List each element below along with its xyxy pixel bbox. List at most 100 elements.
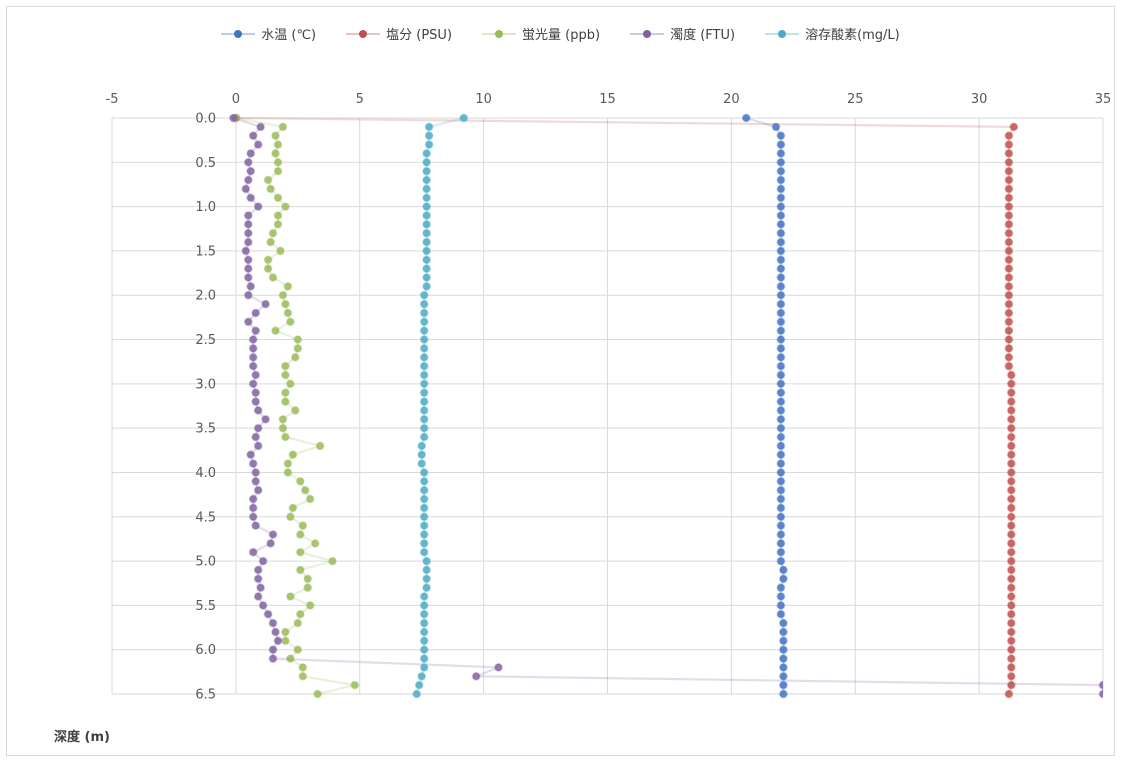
data-point <box>1006 388 1016 398</box>
data-point <box>419 432 429 442</box>
data-point <box>419 405 429 415</box>
data-point <box>248 352 258 362</box>
series-group <box>228 113 1103 699</box>
data-point <box>1004 131 1014 141</box>
data-point <box>776 264 786 273</box>
data-point <box>243 228 253 238</box>
data-point <box>776 459 786 468</box>
data-point <box>280 299 290 309</box>
data-point <box>419 317 429 327</box>
data-point <box>278 414 288 424</box>
data-point <box>248 547 258 557</box>
data-point <box>422 211 431 220</box>
data-point <box>280 370 290 380</box>
data-point <box>419 618 429 628</box>
data-point <box>253 441 263 451</box>
data-point <box>419 654 429 663</box>
data-point <box>1004 175 1014 185</box>
data-point <box>776 592 786 601</box>
data-point <box>268 228 278 238</box>
data-point <box>419 299 429 309</box>
data-point <box>776 361 786 371</box>
data-point <box>251 468 261 477</box>
data-point <box>1004 246 1014 256</box>
data-point <box>1006 379 1016 389</box>
legend-label: 溶存酸素(mg/L) <box>805 28 900 43</box>
data-point <box>422 166 431 176</box>
data-point <box>280 397 290 406</box>
data-point <box>776 228 786 238</box>
data-point <box>776 441 786 451</box>
data-point <box>776 494 786 504</box>
legend-item: 濁度 (FTU) <box>630 24 735 43</box>
data-point <box>246 166 256 176</box>
data-point <box>1004 193 1014 203</box>
data-point <box>248 131 258 141</box>
data-point <box>1004 148 1014 158</box>
series-2 <box>231 113 360 699</box>
data-point <box>776 601 786 610</box>
data-point <box>293 335 303 344</box>
data-point <box>1006 547 1016 557</box>
data-point <box>256 122 265 132</box>
y-tick-label: 0.0 <box>195 112 216 127</box>
data-point <box>283 308 293 318</box>
y-tick-label: 3.5 <box>195 422 216 437</box>
data-point <box>271 148 280 158</box>
legend-item: 蛍光量 (ppb) <box>482 24 600 43</box>
y-tick-label: 2.0 <box>195 289 216 304</box>
data-point <box>253 423 263 433</box>
data-point <box>776 290 786 300</box>
data-point <box>350 680 360 690</box>
data-point <box>1006 503 1016 513</box>
data-point <box>248 343 258 353</box>
data-point <box>776 530 786 539</box>
data-point <box>293 645 303 655</box>
data-point <box>253 592 263 601</box>
x-tick-label: 30 <box>971 92 988 107</box>
data-point <box>280 202 290 211</box>
data-point <box>1004 317 1014 327</box>
data-point <box>776 326 786 336</box>
data-point <box>419 423 429 433</box>
data-point <box>1006 512 1016 522</box>
data-point <box>266 539 275 548</box>
data-point <box>248 361 258 371</box>
data-point <box>288 503 298 513</box>
data-point <box>1006 627 1016 637</box>
data-point <box>422 219 431 229</box>
data-point <box>776 468 786 477</box>
data-point <box>310 539 320 548</box>
data-point <box>1004 352 1014 362</box>
data-point <box>776 432 786 442</box>
data-point <box>776 414 786 424</box>
data-point <box>273 193 283 203</box>
data-point <box>419 414 429 424</box>
data-point <box>741 113 751 123</box>
data-point <box>419 636 429 646</box>
y-tick-label: 5.0 <box>195 555 216 570</box>
series-line <box>235 116 1015 695</box>
data-point <box>779 574 788 584</box>
data-point <box>422 565 431 575</box>
data-point <box>251 326 261 336</box>
data-point <box>303 574 313 584</box>
data-point <box>1006 494 1016 504</box>
data-point <box>422 583 431 593</box>
data-point <box>251 476 261 486</box>
data-point <box>283 281 293 291</box>
data-point <box>248 512 258 522</box>
data-point <box>1004 166 1014 176</box>
data-point <box>776 370 786 380</box>
data-point <box>285 654 295 663</box>
data-point <box>258 556 268 566</box>
data-point <box>419 512 429 522</box>
data-point <box>776 450 786 460</box>
data-point <box>1004 202 1014 211</box>
data-point <box>248 379 258 389</box>
data-point <box>1006 601 1016 610</box>
data-point <box>776 299 786 309</box>
data-point <box>776 273 786 282</box>
y-tick-label: 4.5 <box>195 510 216 525</box>
